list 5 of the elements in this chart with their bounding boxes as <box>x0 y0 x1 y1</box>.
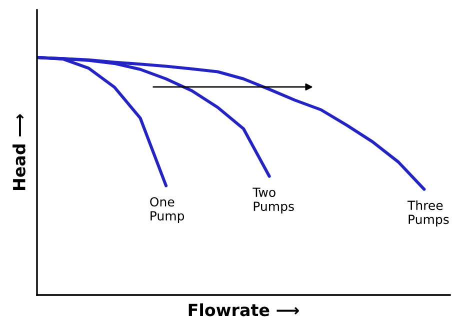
series-label: Two Pumps <box>252 188 294 214</box>
y-axis-title: Head ⟶ <box>12 114 26 190</box>
series-label: Three Pumps <box>407 200 449 227</box>
x-axis-title: Flowrate ⟶ <box>188 303 299 316</box>
series-label: One Pump <box>150 197 184 223</box>
